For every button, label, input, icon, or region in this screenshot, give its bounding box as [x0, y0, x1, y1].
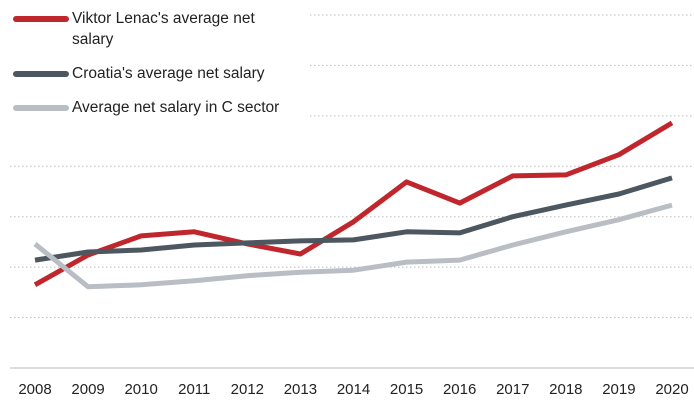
- x-tick-label: 2013: [284, 381, 317, 398]
- x-tick-label: 2009: [71, 381, 104, 398]
- x-tick-label: 2014: [337, 381, 370, 398]
- x-tick-label: 2017: [496, 381, 529, 398]
- legend-item: Croatia's average net salary: [10, 63, 287, 84]
- legend-label: Average net salary in C sector: [72, 99, 280, 116]
- legend: Viktor Lenac's average net salary Croatia…: [10, 8, 310, 131]
- legend-swatch: [13, 71, 69, 77]
- legend-swatch: [13, 16, 69, 22]
- legend-item: Viktor Lenac's average net salary: [10, 8, 287, 50]
- x-tick-label: 2018: [549, 381, 582, 398]
- x-tick-label: 2012: [231, 381, 264, 398]
- x-tick-label: 2020: [655, 381, 688, 398]
- legend-label: Viktor Lenac's average net salary: [72, 10, 255, 48]
- x-tick-label: 2016: [443, 381, 476, 398]
- x-tick-label: 2019: [602, 381, 635, 398]
- legend-swatch: [13, 105, 69, 111]
- x-tick-label: 2008: [18, 381, 51, 398]
- legend-label: Croatia's average net salary: [72, 65, 265, 82]
- x-tick-label: 2015: [390, 381, 423, 398]
- series-line: [33, 202, 673, 290]
- series-line: [33, 120, 674, 287]
- x-tick-label: 2011: [178, 381, 210, 398]
- legend-item: Average net salary in C sector: [10, 97, 287, 118]
- series-line: [34, 175, 673, 263]
- x-tick-label: 2010: [124, 381, 157, 398]
